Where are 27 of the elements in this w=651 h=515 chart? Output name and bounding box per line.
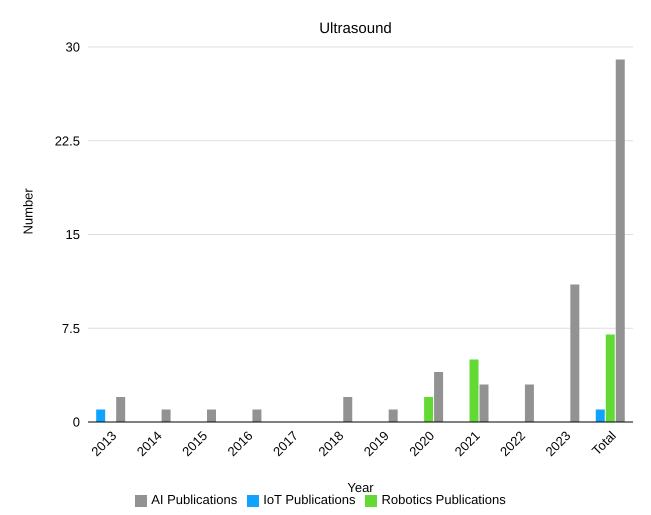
x-axis-title: Year	[347, 480, 374, 495]
y-tick-label: 30	[66, 40, 80, 55]
bar	[616, 60, 625, 422]
bar	[524, 384, 534, 422]
y-tick-label: 0	[72, 414, 80, 430]
bar	[434, 372, 444, 422]
bar	[596, 410, 605, 422]
bar	[606, 334, 615, 422]
bar	[96, 410, 106, 422]
bar	[480, 384, 489, 422]
legend-label: AI Publications	[151, 492, 238, 507]
y-tick-label: 7.5	[62, 320, 80, 336]
bar	[116, 397, 126, 422]
legend-label: Robotics Publications	[381, 492, 506, 507]
bar	[252, 410, 262, 422]
bar	[207, 410, 216, 422]
bar	[162, 410, 171, 422]
legend-label: IoT Publications	[263, 492, 356, 507]
bar	[570, 284, 580, 422]
y-tick-label: 15	[66, 227, 80, 242]
bar	[388, 410, 398, 422]
bar	[424, 397, 434, 422]
chart-title: Ultrasound	[318, 20, 393, 37]
y-axis-title: Number	[20, 188, 36, 234]
bar	[343, 397, 352, 422]
bar	[470, 360, 479, 422]
y-tick-label: 22.5	[54, 133, 80, 148]
